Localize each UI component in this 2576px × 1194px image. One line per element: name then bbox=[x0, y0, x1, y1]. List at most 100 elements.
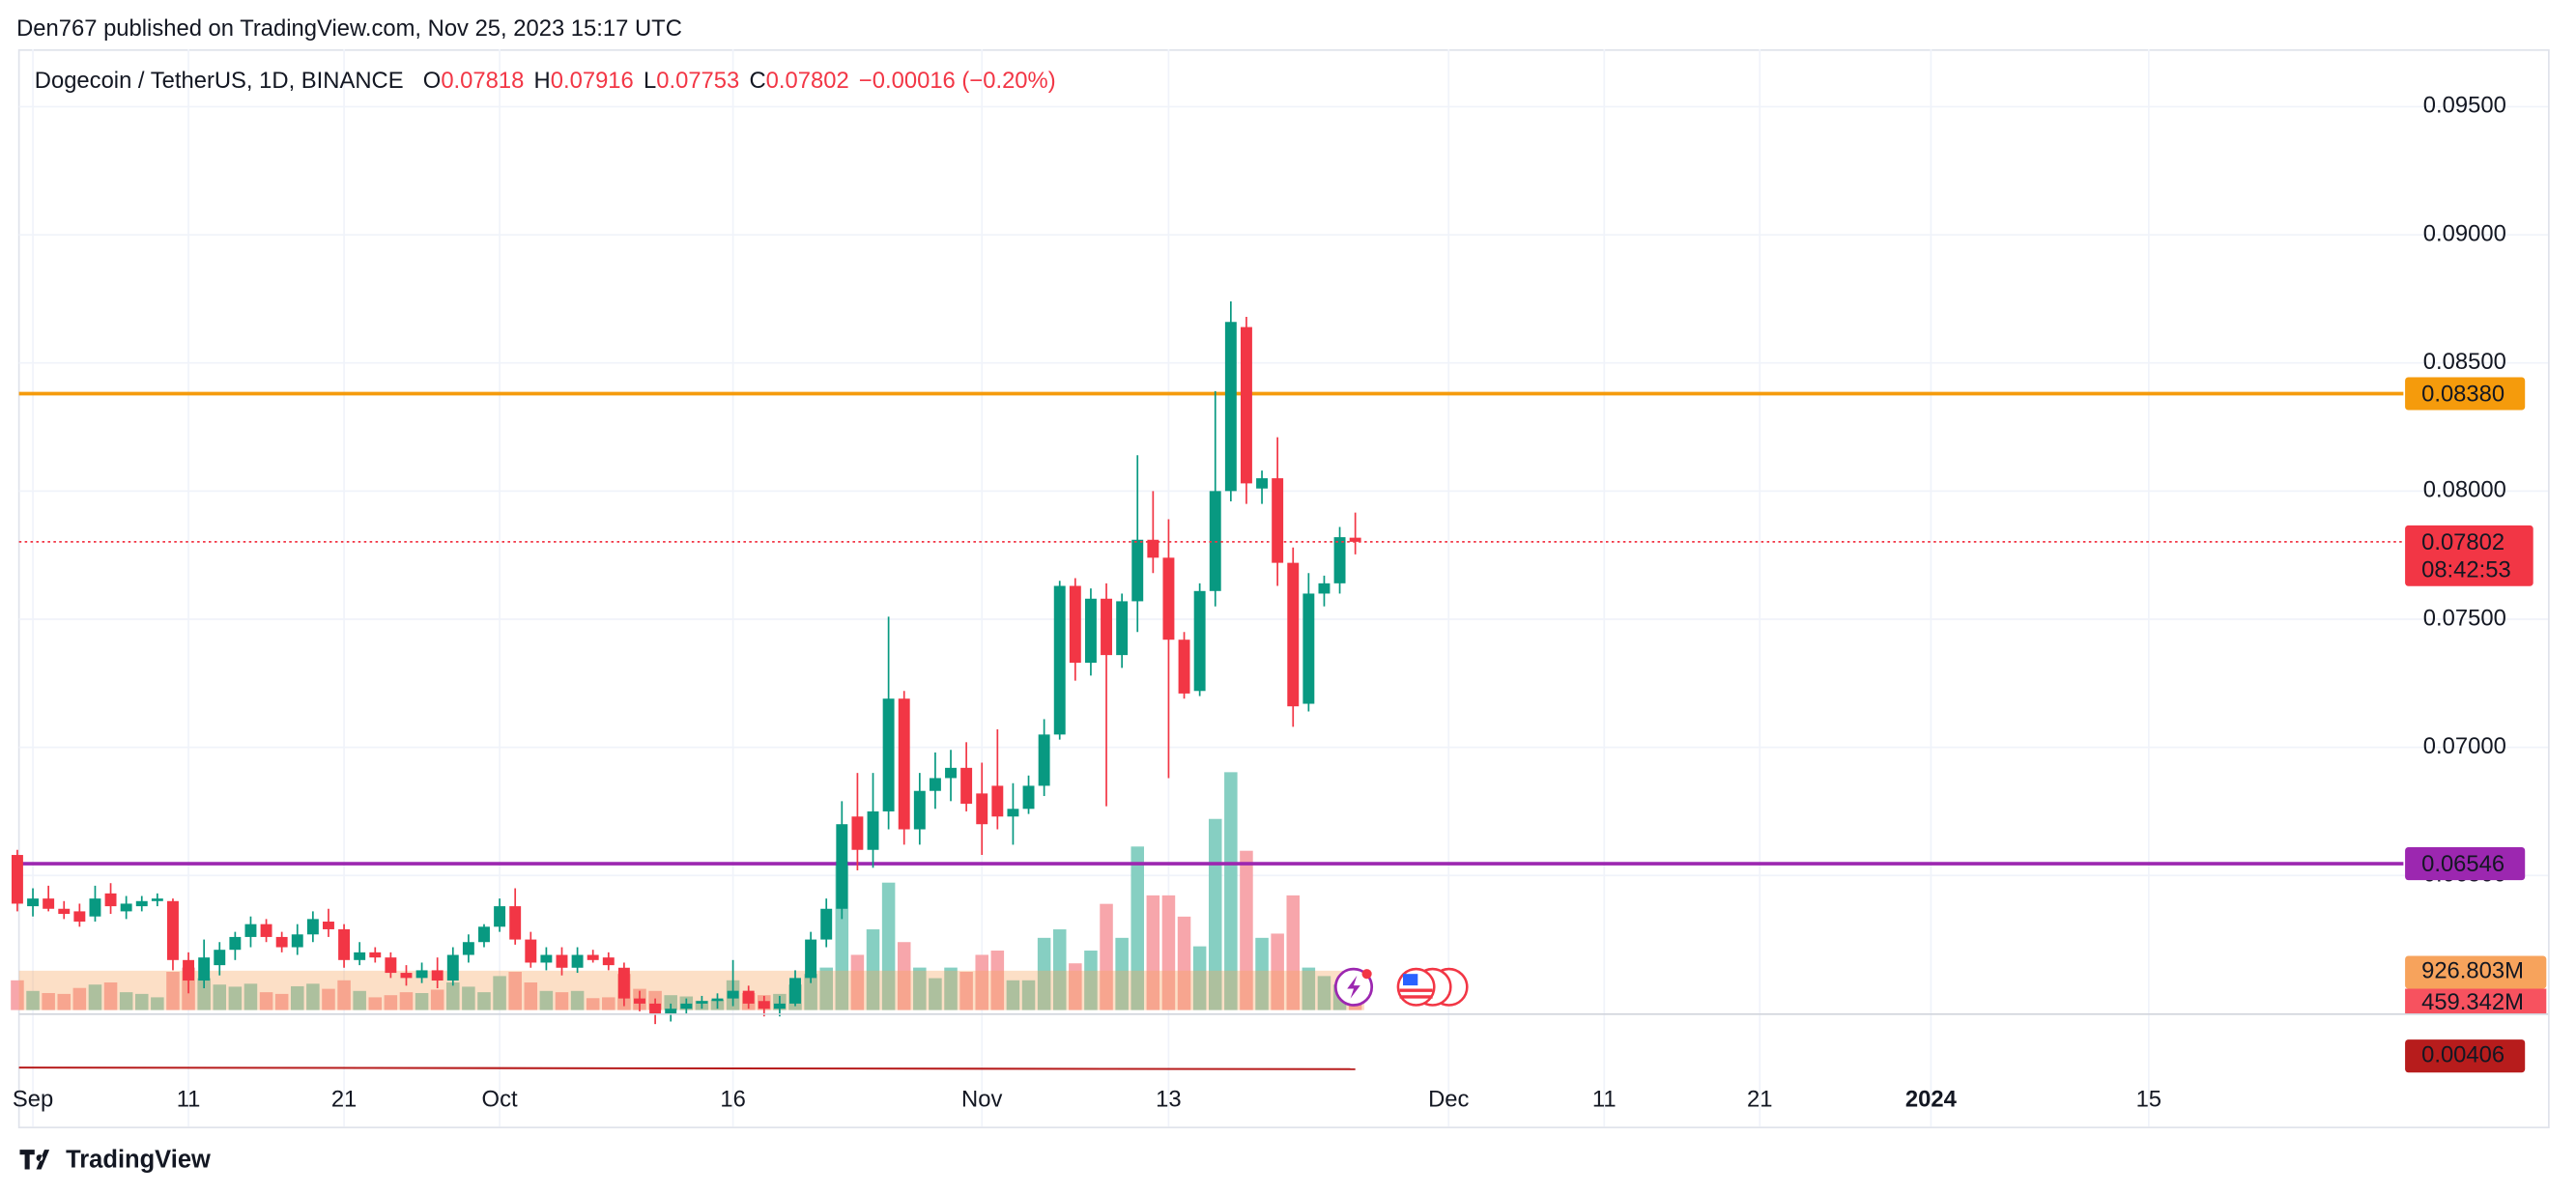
candle-body bbox=[104, 893, 117, 907]
x-tick-label: 11 bbox=[1592, 1086, 1617, 1112]
y-tick-label: 0.07500 bbox=[2423, 605, 2506, 631]
candle-body bbox=[976, 793, 988, 825]
candle-body bbox=[649, 1003, 662, 1014]
volume-bar bbox=[1069, 963, 1082, 1010]
candle-body bbox=[369, 952, 382, 958]
candle-body bbox=[415, 970, 428, 979]
volume-bar bbox=[26, 990, 40, 1010]
x-tick-label: 15 bbox=[2136, 1086, 2161, 1112]
volume-bar bbox=[72, 987, 87, 1010]
candle-body bbox=[1084, 598, 1097, 664]
candle-body bbox=[587, 954, 599, 960]
level-tag bbox=[2405, 847, 2526, 881]
candle-body bbox=[556, 954, 568, 968]
volume-ma-label: 926.803M bbox=[2421, 958, 2524, 984]
candle-body bbox=[229, 936, 242, 951]
indicator-tag bbox=[2405, 1039, 2526, 1073]
economic-events bbox=[1396, 967, 1469, 1007]
candle-body bbox=[198, 957, 211, 981]
volume-bar bbox=[866, 929, 880, 1010]
candle-body bbox=[898, 698, 910, 830]
candle-body bbox=[1007, 809, 1019, 817]
volume-bar bbox=[322, 988, 335, 1010]
volume-bar bbox=[1177, 916, 1191, 1010]
logo-mark bbox=[19, 1150, 50, 1170]
level-tag bbox=[2405, 377, 2526, 411]
candle-body bbox=[851, 816, 864, 850]
y-tick-label: 0.07000 bbox=[2423, 733, 2506, 759]
y-tick-label: 0.09500 bbox=[2423, 93, 2506, 119]
volume-bar bbox=[213, 984, 227, 1010]
candle-body bbox=[1131, 539, 1144, 602]
candle-body bbox=[1256, 478, 1269, 489]
candle-body bbox=[1069, 585, 1081, 664]
symbol-legend: Dogecoin / TetherUS, 1D, BINANCE O0.0781… bbox=[35, 68, 1056, 94]
volume-bar bbox=[384, 995, 398, 1010]
level-label: 0.08380 bbox=[2421, 382, 2504, 408]
candle-body bbox=[1224, 322, 1237, 492]
y-tick-label: 0.08500 bbox=[2423, 349, 2506, 375]
candle-body bbox=[73, 911, 86, 923]
volume-bar bbox=[1161, 895, 1176, 1010]
candle-body bbox=[1333, 537, 1346, 583]
volume-bar bbox=[1084, 951, 1098, 1010]
candle-body bbox=[571, 954, 584, 968]
candle-body bbox=[960, 767, 973, 804]
candle-body bbox=[291, 934, 303, 948]
volume-bar bbox=[664, 995, 677, 1010]
volume-bar bbox=[1240, 850, 1253, 1010]
volume-bar bbox=[42, 992, 55, 1010]
ohlc-key: H bbox=[534, 68, 551, 94]
candle-body bbox=[882, 698, 895, 811]
candle-body bbox=[446, 954, 459, 981]
candle-body bbox=[431, 970, 444, 981]
candle-body bbox=[275, 936, 288, 948]
candle-body bbox=[742, 990, 755, 1004]
candle-body bbox=[820, 908, 833, 940]
indicator-line bbox=[18, 1066, 1356, 1070]
change: −0.00016 (−0.20%) bbox=[859, 68, 1056, 94]
x-tick-label: Nov bbox=[961, 1086, 1002, 1112]
volume-bar bbox=[477, 992, 491, 1010]
ohlc-value: 0.07802 bbox=[766, 68, 849, 94]
candle-body bbox=[913, 790, 926, 830]
candle-body bbox=[1349, 537, 1361, 542]
y-tick-label: 0.09000 bbox=[2423, 220, 2506, 246]
y-tick-label: 0.08000 bbox=[2423, 477, 2506, 503]
candle-body bbox=[1147, 539, 1159, 558]
candle-body bbox=[540, 954, 553, 963]
volume-bar bbox=[57, 993, 72, 1010]
x-tick-label: 21 bbox=[331, 1086, 357, 1112]
volume-bar bbox=[415, 992, 429, 1010]
candle-body bbox=[58, 908, 71, 915]
events-icon bbox=[1333, 967, 1374, 1007]
candle-body bbox=[306, 919, 319, 935]
candle-body bbox=[711, 998, 724, 1002]
ohlc-value: 0.07753 bbox=[656, 68, 739, 94]
volume-bar bbox=[1208, 818, 1222, 1010]
event-dot bbox=[1361, 969, 1372, 980]
volume-bar bbox=[430, 989, 444, 1010]
candle-body bbox=[665, 1009, 677, 1014]
candle-body bbox=[1287, 562, 1300, 707]
volume-bar bbox=[197, 978, 211, 1010]
volume-bar bbox=[119, 992, 133, 1010]
volume-ma-area bbox=[18, 970, 1365, 1010]
candle-body bbox=[494, 906, 506, 927]
volume-bar bbox=[1021, 980, 1036, 1010]
candle-body bbox=[991, 785, 1004, 817]
x-tick-label: 21 bbox=[1747, 1086, 1772, 1112]
volume-bar bbox=[259, 992, 273, 1010]
candle-body bbox=[696, 1001, 708, 1004]
candle-body bbox=[478, 926, 490, 943]
candle-body bbox=[1240, 327, 1252, 484]
candle-body bbox=[1101, 598, 1112, 656]
candle-body bbox=[727, 990, 739, 999]
candle-body bbox=[1272, 478, 1284, 563]
flag-canton bbox=[1403, 974, 1418, 986]
candle-body bbox=[758, 1001, 770, 1009]
candle-body bbox=[120, 903, 132, 912]
candle-body bbox=[214, 950, 226, 966]
x-tick-label: 16 bbox=[720, 1086, 745, 1112]
brand: TradingView bbox=[66, 1147, 211, 1174]
